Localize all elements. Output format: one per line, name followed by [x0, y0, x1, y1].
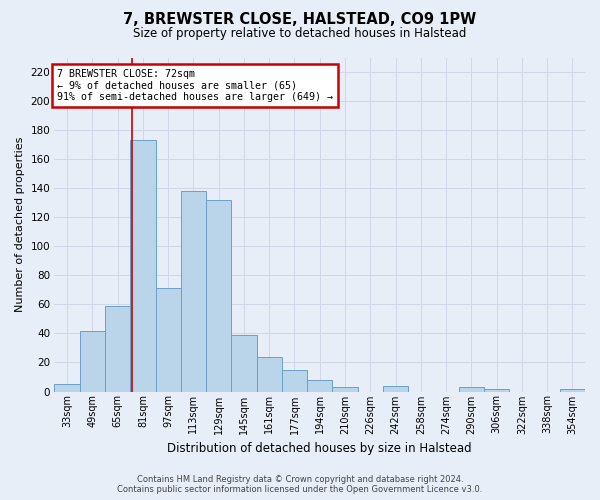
Bar: [307, 380, 332, 392]
Y-axis label: Number of detached properties: Number of detached properties: [15, 137, 25, 312]
Text: Contains HM Land Registry data © Crown copyright and database right 2024.
Contai: Contains HM Land Registry data © Crown c…: [118, 474, 482, 494]
Bar: [232, 335, 257, 392]
Bar: [130, 140, 155, 392]
Bar: [560, 388, 585, 392]
Bar: [257, 356, 282, 392]
X-axis label: Distribution of detached houses by size in Halstead: Distribution of detached houses by size …: [167, 442, 472, 455]
Bar: [484, 388, 509, 392]
Bar: [383, 386, 408, 392]
Bar: [181, 191, 206, 392]
Bar: [105, 306, 130, 392]
Bar: [282, 370, 307, 392]
Bar: [55, 384, 80, 392]
Bar: [155, 288, 181, 392]
Text: 7, BREWSTER CLOSE, HALSTEAD, CO9 1PW: 7, BREWSTER CLOSE, HALSTEAD, CO9 1PW: [124, 12, 476, 28]
Text: Size of property relative to detached houses in Halstead: Size of property relative to detached ho…: [133, 28, 467, 40]
Bar: [206, 200, 232, 392]
Bar: [80, 330, 105, 392]
Bar: [332, 387, 358, 392]
Bar: [458, 387, 484, 392]
Text: 7 BREWSTER CLOSE: 72sqm
← 9% of detached houses are smaller (65)
91% of semi-det: 7 BREWSTER CLOSE: 72sqm ← 9% of detached…: [57, 69, 333, 102]
